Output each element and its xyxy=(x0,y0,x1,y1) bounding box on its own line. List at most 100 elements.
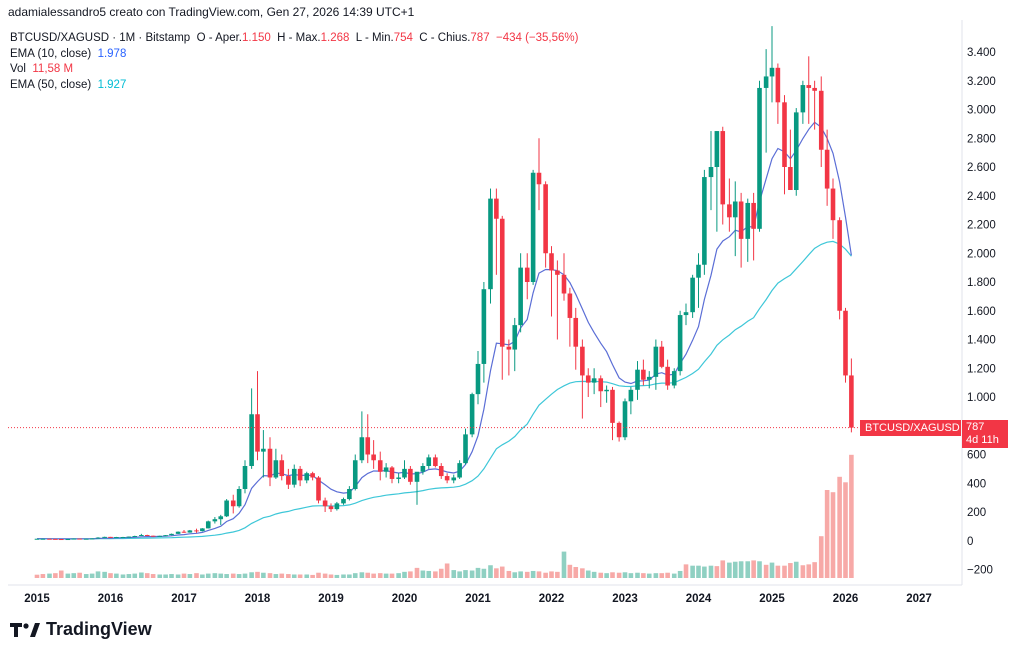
volume-bar xyxy=(114,573,119,578)
candle-body xyxy=(788,167,793,190)
x-tick-label: 2018 xyxy=(245,593,271,605)
volume-bar xyxy=(702,566,707,578)
tradingview-brand[interactable]: TradingView xyxy=(10,619,152,640)
candle-body xyxy=(616,422,622,438)
candle-body xyxy=(297,468,303,481)
y-tick-label: 1.200 xyxy=(967,363,996,375)
x-tick-label: 2025 xyxy=(759,593,785,605)
x-tick-label: 2023 xyxy=(612,593,638,605)
volume-bar xyxy=(769,562,775,578)
volume-row[interactable]: Vol 11,58 M xyxy=(10,62,578,78)
volume-bar xyxy=(310,574,315,578)
volume-bar xyxy=(291,574,297,578)
volume-bar xyxy=(782,565,787,578)
candle-body xyxy=(591,378,597,383)
volume-bar xyxy=(616,572,622,578)
volume-bar xyxy=(261,572,266,578)
y-tick-label: 2.800 xyxy=(967,133,996,145)
volume-bar xyxy=(763,564,769,578)
ema10-label: EMA (10, close) xyxy=(10,47,92,60)
bar-countdown: 4d 11h xyxy=(966,434,999,446)
candle-body xyxy=(194,530,199,532)
volume-bar xyxy=(818,536,824,578)
candle-body xyxy=(71,538,77,540)
chart-credit: adamialessandro5 creato con TradingView.… xyxy=(8,5,415,19)
volume-bar xyxy=(727,562,732,578)
ohlc-row[interactable]: BTCUSD/XAGUSD · 1M · Bitstamp O - Aper.1… xyxy=(10,31,578,47)
candle-body xyxy=(157,535,163,537)
volume-bar xyxy=(751,560,756,578)
candle-body xyxy=(738,201,744,239)
volume-bar xyxy=(830,492,836,578)
volume-bar xyxy=(95,571,101,578)
volume-bar xyxy=(469,570,475,578)
candle-body xyxy=(818,90,824,150)
candle-body xyxy=(218,516,224,520)
candle-body xyxy=(108,536,113,538)
volume-bar xyxy=(444,563,450,578)
volume-bar xyxy=(677,570,683,578)
candle-body xyxy=(683,312,689,316)
volume-bar xyxy=(120,574,126,578)
candle-body xyxy=(665,366,670,386)
candle-body xyxy=(47,538,52,540)
volume-bar xyxy=(102,571,107,578)
candle-body xyxy=(763,76,769,88)
candle-body xyxy=(126,536,132,538)
candle-body xyxy=(604,389,609,392)
candle-body xyxy=(580,346,585,376)
candle-body xyxy=(175,531,181,534)
volume-bar xyxy=(236,574,242,578)
candle-body xyxy=(341,499,346,504)
volume-bar xyxy=(383,573,389,578)
volume-bar xyxy=(371,573,376,578)
volume-bar xyxy=(549,571,554,578)
candle-body xyxy=(236,489,242,507)
ema50-line xyxy=(37,240,852,540)
symbol-title: BTCUSD/XAGUSD · 1M · Bitstamp xyxy=(10,32,191,44)
candle-body xyxy=(273,460,279,478)
x-tick-label: 2017 xyxy=(171,593,197,605)
candle-body xyxy=(499,218,505,347)
volume-bar xyxy=(696,565,701,578)
volume-bar xyxy=(267,573,273,578)
candle-body xyxy=(610,389,615,423)
candle-body xyxy=(420,466,426,472)
candle-body xyxy=(635,369,640,390)
volume-bar xyxy=(77,572,82,578)
volume-bar xyxy=(714,566,720,578)
candle-body xyxy=(144,535,150,536)
volume-bar xyxy=(132,573,138,578)
volume-bar xyxy=(433,571,438,578)
candle-body xyxy=(830,188,836,221)
volume-bar xyxy=(255,571,260,578)
candle-body xyxy=(518,267,523,326)
candle-body xyxy=(549,253,554,271)
y-tick-label: 3.200 xyxy=(967,76,996,88)
volume-bar xyxy=(426,570,432,578)
close-label: C - Chius. xyxy=(419,32,471,44)
candle-body xyxy=(322,500,328,507)
high-value: 1.268 xyxy=(320,32,350,44)
candle-body xyxy=(224,500,229,517)
close-value: 787 xyxy=(470,32,490,44)
ema50-row[interactable]: EMA (50, close) 1.927 xyxy=(10,78,578,94)
volume-bar xyxy=(837,476,842,578)
candle-body xyxy=(536,172,542,185)
candle-body xyxy=(120,537,126,539)
volume-bar xyxy=(665,572,670,578)
volume-bar xyxy=(757,561,762,578)
candle-body xyxy=(506,346,512,350)
candle-body xyxy=(377,460,383,472)
volume-bar xyxy=(843,482,848,578)
volume-bar xyxy=(242,573,248,578)
x-tick-label: 2020 xyxy=(392,593,418,605)
volume-bar xyxy=(536,571,542,578)
ema10-row[interactable]: EMA (10, close) 1.978 xyxy=(10,47,578,63)
candle-body xyxy=(389,467,395,479)
volume-bar xyxy=(359,572,365,578)
y-tick-label: 3.000 xyxy=(967,105,996,117)
candle-body xyxy=(426,457,432,466)
candle-body xyxy=(334,503,340,510)
